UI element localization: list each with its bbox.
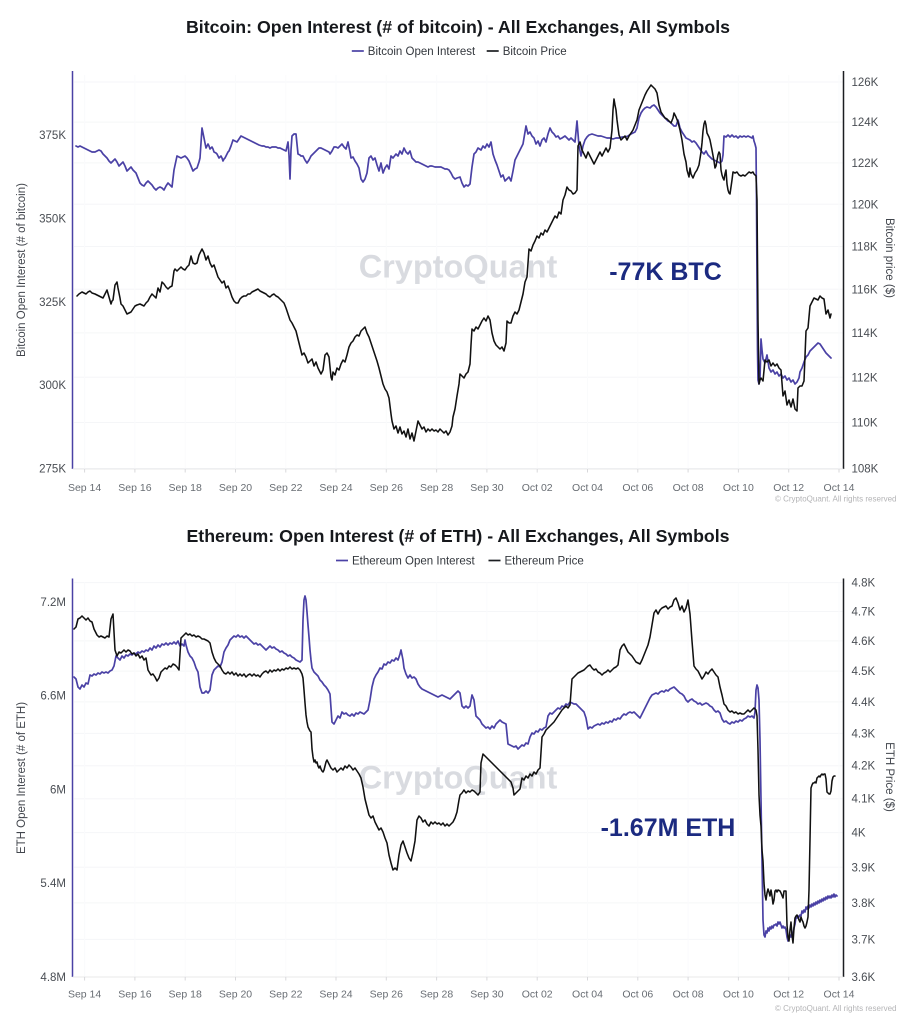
svg-text:Oct 12: Oct 12 (773, 482, 804, 494)
svg-text:-77K BTC: -77K BTC (609, 258, 722, 286)
svg-text:Sep 18: Sep 18 (169, 482, 202, 494)
svg-text:124K: 124K (852, 117, 879, 129)
svg-text:Oct 10: Oct 10 (723, 989, 754, 1001)
svg-text:Oct 14: Oct 14 (824, 482, 855, 494)
svg-text:Sep 22: Sep 22 (269, 482, 302, 494)
svg-text:Bitcoin: Open Interest (# of b: Bitcoin: Open Interest (# of bitcoin) - … (186, 17, 730, 37)
svg-text:CryptoQuant: CryptoQuant (359, 249, 558, 285)
svg-text:375K: 375K (39, 130, 66, 142)
svg-text:Sep 20: Sep 20 (219, 989, 252, 1001)
svg-text:Ethereum Price: Ethereum Price (505, 556, 584, 568)
svg-text:5.4M: 5.4M (40, 878, 66, 890)
svg-text:110K: 110K (852, 418, 878, 430)
svg-text:Sep 14: Sep 14 (68, 989, 101, 1001)
svg-text:4.7K: 4.7K (852, 607, 876, 619)
svg-text:Bitcoin Open Interest (# of bi: Bitcoin Open Interest (# of bitcoin) (16, 183, 28, 357)
svg-text:Oct 06: Oct 06 (622, 989, 653, 1001)
svg-text:114K: 114K (852, 328, 878, 340)
svg-text:Oct 04: Oct 04 (572, 482, 603, 494)
svg-text:Sep 14: Sep 14 (68, 482, 101, 494)
svg-text:Sep 24: Sep 24 (319, 482, 352, 494)
svg-text:Sep 30: Sep 30 (470, 989, 503, 1001)
svg-text:Bitcoin price ($): Bitcoin price ($) (883, 218, 895, 298)
svg-text:112K: 112K (852, 372, 878, 384)
svg-text:Oct 14: Oct 14 (824, 989, 855, 1001)
svg-text:Ethereum: Open Interest (# of: Ethereum: Open Interest (# of ETH) - All… (186, 526, 729, 546)
svg-text:4.8K: 4.8K (852, 578, 876, 590)
svg-text:4.3K: 4.3K (852, 728, 876, 740)
svg-text:126K: 126K (852, 77, 879, 89)
svg-text:Sep 30: Sep 30 (470, 482, 503, 494)
svg-text:Oct 10: Oct 10 (723, 482, 754, 494)
svg-text:Sep 24: Sep 24 (319, 989, 352, 1001)
svg-text:7.2M: 7.2M (40, 597, 66, 609)
svg-text:6M: 6M (50, 784, 66, 796)
svg-text:108K: 108K (852, 464, 879, 476)
svg-text:3.9K: 3.9K (852, 862, 876, 874)
svg-text:300K: 300K (39, 380, 66, 392)
svg-text:Oct 04: Oct 04 (572, 989, 603, 1001)
svg-text:Oct 08: Oct 08 (673, 989, 704, 1001)
svg-text:Sep 20: Sep 20 (219, 482, 252, 494)
svg-text:Oct 06: Oct 06 (622, 482, 653, 494)
svg-text:4.8M: 4.8M (40, 972, 66, 984)
svg-text:Sep 28: Sep 28 (420, 989, 453, 1001)
svg-text:3.8K: 3.8K (852, 898, 876, 910)
svg-text:Bitcoin Open Interest: Bitcoin Open Interest (368, 46, 476, 58)
svg-text:-1.67M ETH: -1.67M ETH (601, 814, 736, 842)
svg-text:275K: 275K (39, 464, 66, 476)
svg-text:4.1K: 4.1K (852, 794, 876, 806)
svg-text:120K: 120K (852, 199, 879, 211)
svg-text:3.6K: 3.6K (852, 972, 876, 984)
svg-text:Sep 26: Sep 26 (370, 482, 403, 494)
svg-text:CryptoQuant: CryptoQuant (359, 760, 558, 796)
svg-text:Sep 28: Sep 28 (420, 482, 453, 494)
svg-text:4.6K: 4.6K (852, 636, 876, 648)
svg-text:4.2K: 4.2K (852, 761, 876, 773)
svg-text:Ethereum Open Interest: Ethereum Open Interest (352, 556, 476, 568)
svg-text:Sep 16: Sep 16 (118, 482, 151, 494)
svg-text:Oct 12: Oct 12 (773, 989, 804, 1001)
svg-text:Oct 02: Oct 02 (522, 989, 553, 1001)
svg-text:325K: 325K (39, 297, 66, 309)
svg-text:4K: 4K (852, 828, 866, 840)
svg-text:© CryptoQuant. All rights rese: © CryptoQuant. All rights reserved (775, 1004, 897, 1013)
svg-text:Sep 22: Sep 22 (269, 989, 302, 1001)
svg-text:116K: 116K (852, 284, 878, 296)
svg-text:6.6M: 6.6M (40, 691, 66, 703)
svg-text:122K: 122K (852, 158, 879, 170)
svg-text:118K: 118K (852, 242, 878, 254)
svg-text:Bitcoin Price: Bitcoin Price (503, 46, 567, 58)
svg-text:© CryptoQuant. All rights rese: © CryptoQuant. All rights reserved (775, 495, 897, 504)
svg-text:4.5K: 4.5K (852, 666, 876, 678)
svg-text:Sep 18: Sep 18 (169, 989, 202, 1001)
svg-text:4.4K: 4.4K (852, 697, 876, 709)
svg-text:3.7K: 3.7K (852, 934, 876, 946)
svg-text:Sep 16: Sep 16 (118, 989, 151, 1001)
svg-text:350K: 350K (39, 213, 66, 225)
svg-text:ETH Price ($): ETH Price ($) (883, 742, 895, 812)
svg-text:ETH Open Interest (# of ETH): ETH Open Interest (# of ETH) (16, 702, 28, 854)
svg-text:Sep 26: Sep 26 (370, 989, 403, 1001)
svg-text:Oct 08: Oct 08 (673, 482, 704, 494)
svg-text:Oct 02: Oct 02 (522, 482, 553, 494)
